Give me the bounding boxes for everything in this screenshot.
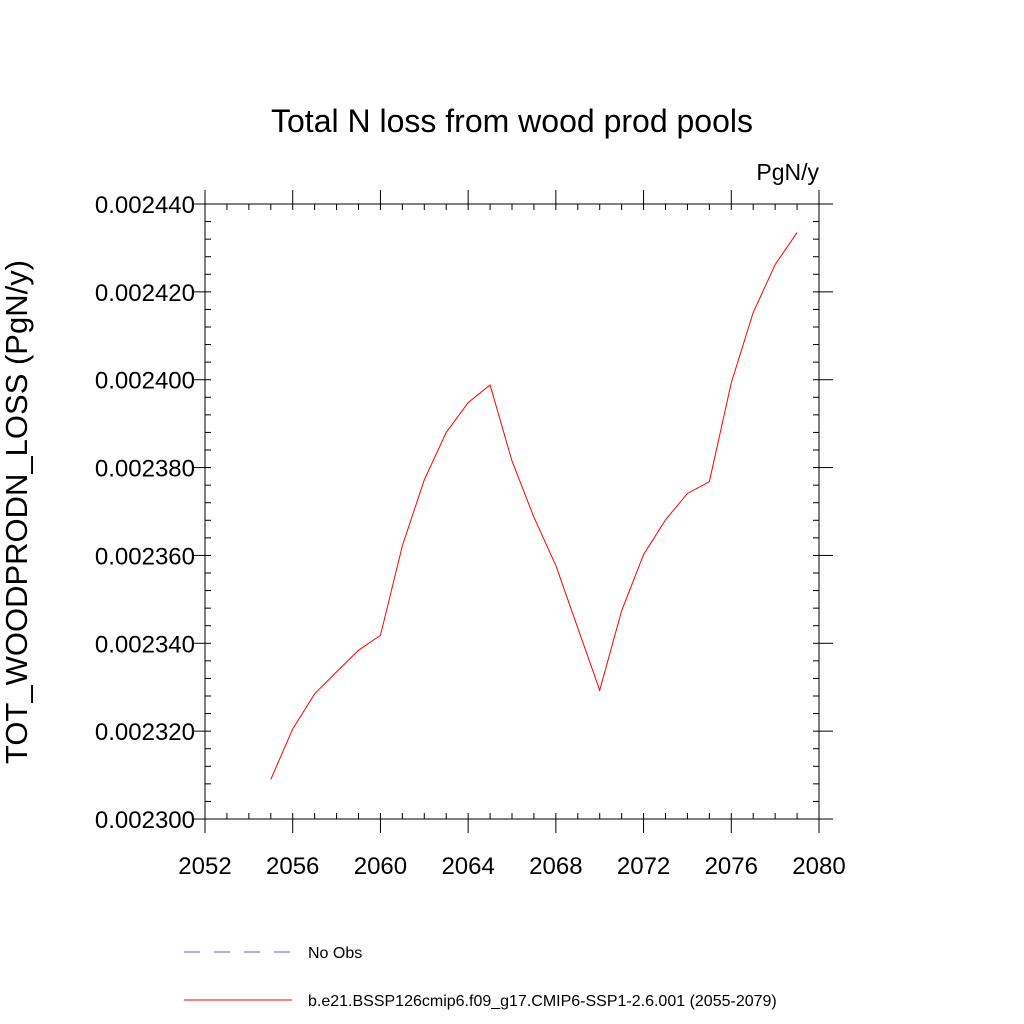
y-axis-title: TOT_WOODPRODN_LOSS (PgN/y) — [0, 260, 34, 764]
x-tick-label: 2052 — [178, 853, 231, 880]
legend-label: b.e21.BSSP126cmip6.f09_g17.CMIP6-SSP1-2.… — [308, 993, 777, 1010]
x-tick-label: 2072 — [617, 853, 670, 880]
x-tick-labels: 2052 2056 2060 2064 2068 2072 2076 2080 — [178, 853, 845, 880]
y-tick-label: 0.002400 — [95, 368, 195, 395]
y-tick-label: 0.002340 — [95, 631, 195, 658]
y-tick-label: 0.002320 — [95, 719, 195, 746]
x-tick-label: 2068 — [529, 853, 582, 880]
x-tick-label: 2080 — [792, 853, 845, 880]
y-tick-labels: 0.002300 0.002320 0.002340 0.002360 0.002380… — [95, 192, 195, 834]
y-tick-label: 0.002380 — [95, 456, 195, 483]
y-tick-label: 0.002420 — [95, 280, 195, 307]
axis-ticks — [193, 190, 833, 833]
y-tick-label: 0.002360 — [95, 543, 195, 570]
y-tick-label: 0.002440 — [95, 192, 195, 219]
x-tick-label: 2064 — [441, 853, 494, 880]
plot-frame — [204, 203, 820, 820]
legend: No Obs b.e21.BSSP126cmip6.f09_g17.CMIP6-S… — [184, 945, 777, 1010]
y-tick-label: 0.002300 — [95, 807, 195, 834]
series-line — [270, 232, 798, 780]
legend-label: No Obs — [308, 945, 362, 962]
x-tick-label: 2056 — [266, 853, 319, 880]
units-label: PgN/y — [756, 159, 819, 185]
series-layer — [270, 232, 798, 780]
chart-title: Total N loss from wood prod pools — [271, 103, 753, 139]
x-tick-label: 2060 — [354, 853, 407, 880]
x-tick-label: 2076 — [705, 853, 758, 880]
